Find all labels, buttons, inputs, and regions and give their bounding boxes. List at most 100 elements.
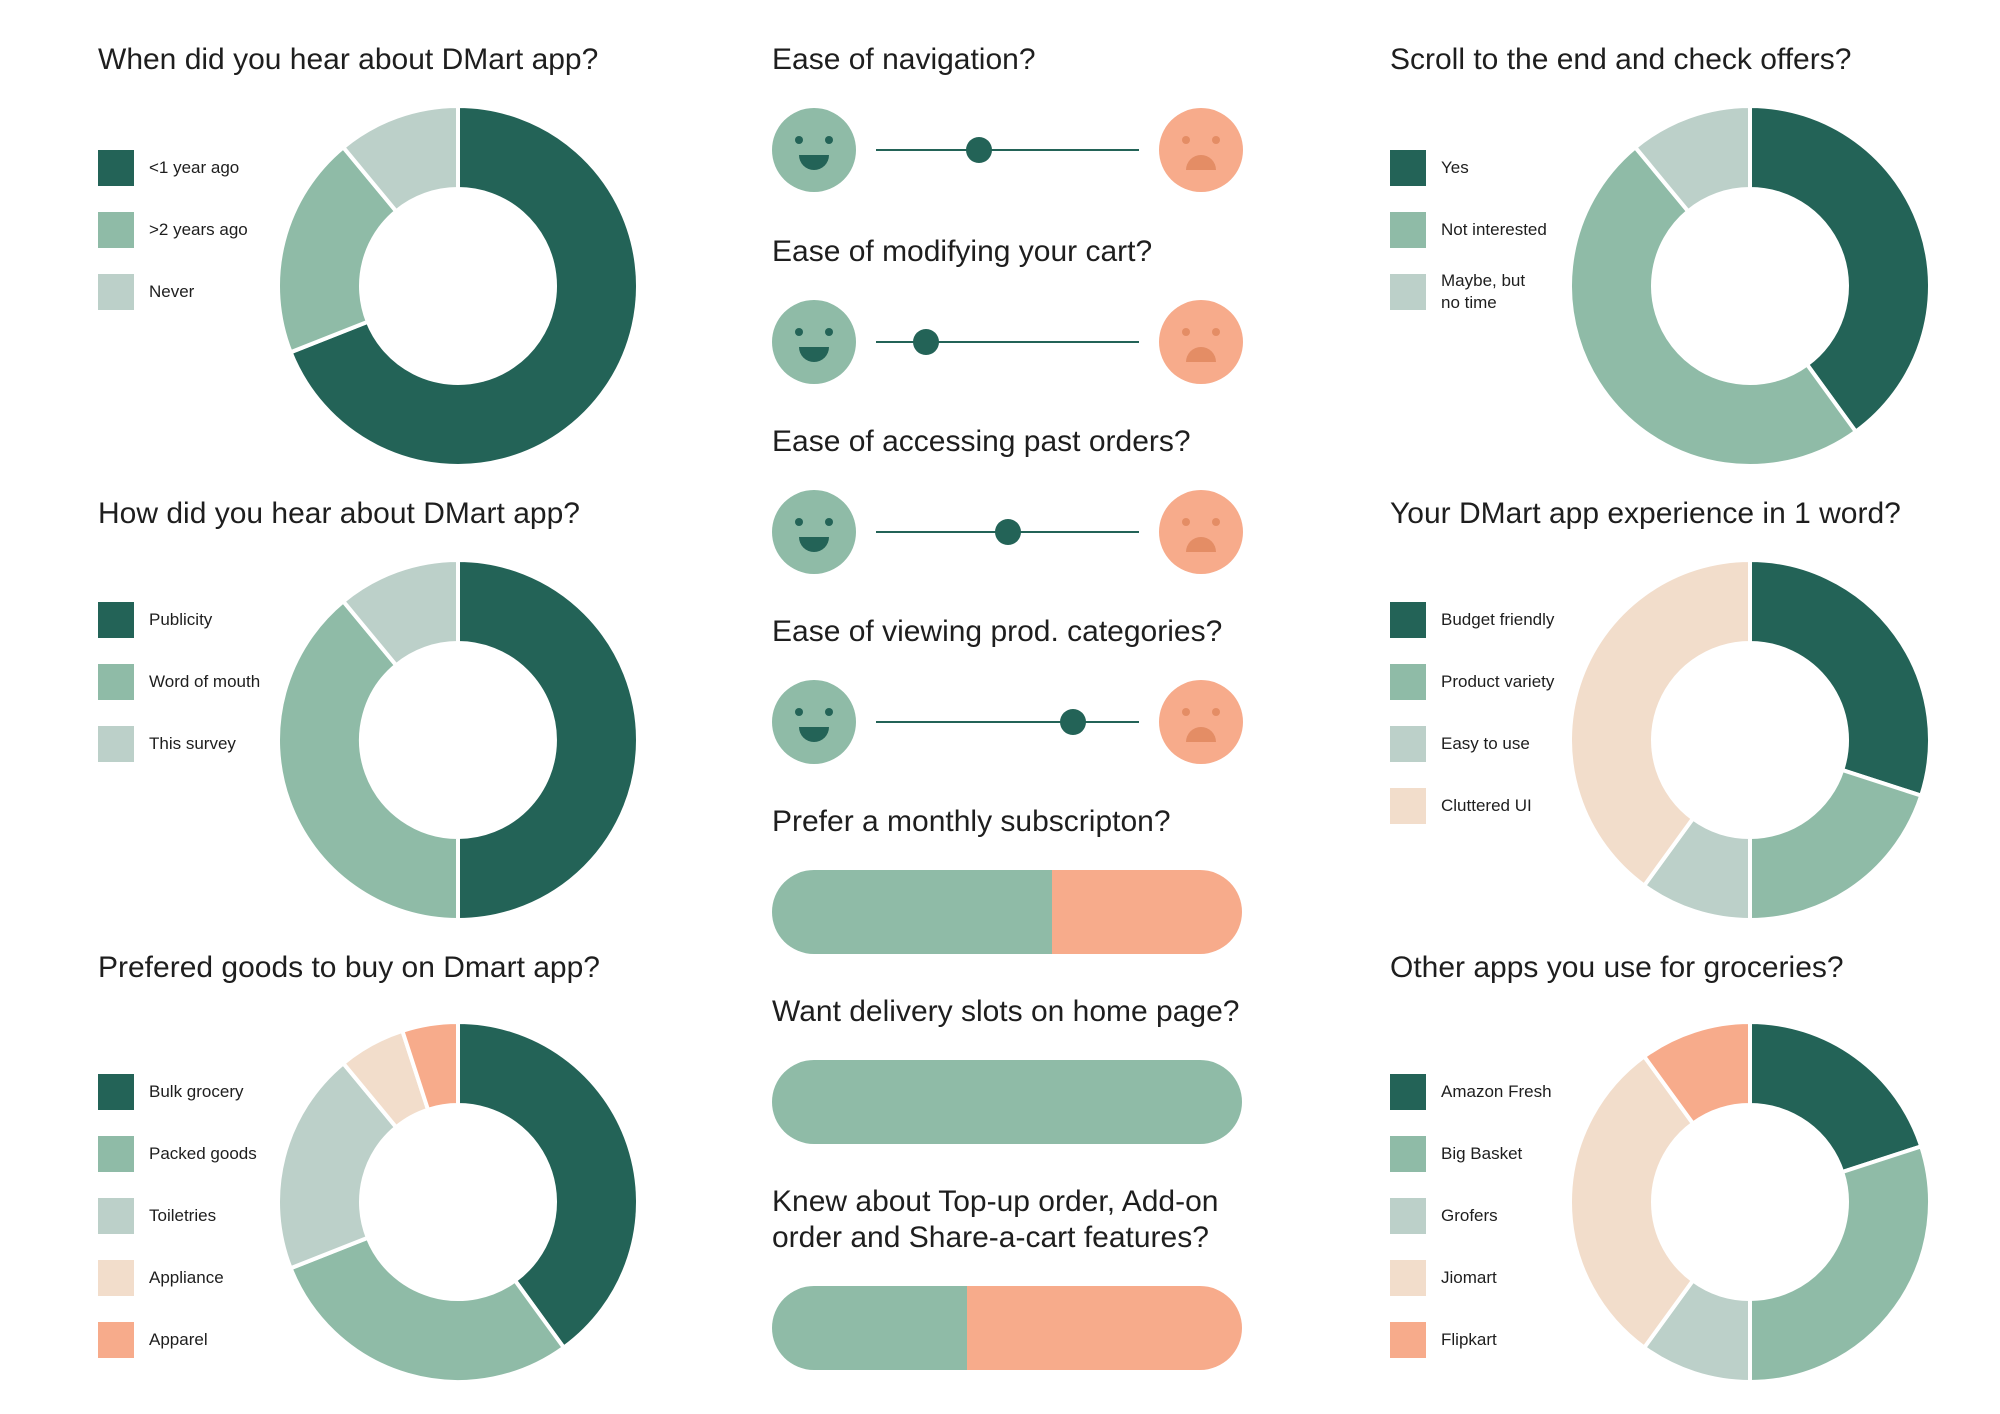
donut-slice [276,598,460,923]
donut-chart [276,557,640,923]
rating-cart: Ease of modifying your cart? [772,234,1252,394]
legend-swatch [1390,1322,1426,1358]
legend-label: Yes [1441,158,1469,177]
yes-no-bar [772,1060,1242,1144]
donut-slice [1748,557,1932,799]
legend-label: Big Basket [1441,1144,1523,1163]
donut-chart [276,103,640,468]
donut-chart [1568,103,1932,468]
legend-item: <1 year ago [98,150,338,186]
donut-chart [1568,1019,1932,1385]
happy-face-icon [772,300,856,384]
legend-label: Cluttered UI [1441,796,1532,815]
legend-swatch [98,1074,134,1110]
legend-label: <1 year ago [149,158,240,177]
legend-swatch [98,274,134,310]
legend-label: Product variety [1441,672,1555,691]
pill-features: Knew about Top-up order, Add-on order an… [772,1184,1252,1384]
no-segment [967,1286,1242,1370]
sad-face-icon [1159,490,1243,574]
donut-slice [1748,1019,1924,1175]
legend-swatch [98,1136,134,1172]
legend-item: Publicity [98,602,338,638]
legend-label: Budget friendly [1441,610,1555,629]
legend-label: Word of mouth [149,672,261,691]
chart-title: Your DMart app experience in 1 word? [1390,497,1901,530]
pill-title: Want delivery slots on home page? [772,995,1240,1028]
donut-slice [1641,1019,1752,1127]
legend-label: Grofers [1441,1206,1498,1225]
rating-slider [772,680,1243,764]
yes-segment [772,1286,968,1370]
legend-item: Apparel [98,1322,338,1358]
donut-slice [456,557,640,923]
pill-title: Prefer a monthly subscripton? [772,805,1171,838]
legend-item: Amazon Fresh [1390,1074,1630,1110]
legend-item: Easy to use [1390,726,1630,762]
legend-item: Jiomart [1390,1260,1630,1296]
pill-delivery-slots: Want delivery slots on home page? [772,994,1252,1154]
donut-slice [399,1019,460,1113]
yes-segment [772,870,1052,954]
legend-swatch [98,1198,134,1234]
legend-item: Bulk grocery [98,1074,338,1110]
legend-item: Flipkart [1390,1322,1630,1358]
rating-past-orders: Ease of accessing past orders? [772,424,1252,584]
legend-label: Jiomart [1441,1268,1497,1287]
happy-face-icon [772,108,856,192]
donut-slice [288,1235,567,1384]
no-segment [1051,870,1242,954]
donut-chart [276,1019,640,1384]
rating-title: Ease of modifying your cart? [772,235,1153,268]
donut-chart [1568,557,1932,923]
legend-item: Grofers [1390,1198,1630,1234]
legend-label: Easy to use [1441,734,1530,753]
slider-knob [1060,709,1087,735]
sad-face-icon [1159,108,1243,192]
legend-label: Bulk grocery [149,1082,244,1101]
legend-item: Appliance [98,1260,338,1296]
legend-swatch [98,150,134,186]
slider-knob [994,519,1021,545]
donut-slice [1632,103,1752,215]
panel-hear-how: How did you hear about DMart app? Public… [98,496,640,923]
rating-slider [772,490,1243,574]
rating-title: Ease of accessing past orders? [772,425,1191,458]
panel-offers: Scroll to the end and check offers? Yes … [1390,42,1950,468]
legend-swatch [1390,212,1426,248]
legend-swatch [1390,1260,1426,1296]
legend-swatch [98,212,134,248]
donut-slice [276,1060,399,1271]
legend-item: Never [98,274,338,310]
legend-item: Yes [1390,150,1630,186]
sad-face-icon [1159,300,1243,384]
donut-slice [1748,767,1924,923]
legend-label: Flipkart [1441,1330,1497,1349]
chart-title: Prefered goods to buy on Dmart app? [98,951,600,984]
legend-swatch [1390,788,1426,824]
rating-navigation: Ease of navigation? [772,42,1252,202]
donut-slice [456,1019,640,1351]
chart-title: How did you hear about DMart app? [98,497,580,530]
legend-item: Product variety [1390,664,1630,700]
legend-item: Cluttered UI [1390,788,1630,824]
panel-hear-when: When did you hear about DMart app? <1 ye… [98,42,640,468]
sad-face-icon [1159,680,1243,764]
slider-track [876,341,1139,343]
legend-item: Budget friendly [1390,602,1630,638]
rating-title: Ease of navigation? [772,43,1036,76]
donut-slice [1568,1053,1696,1351]
yes-no-bar [772,1286,1242,1370]
donut-slice [1748,103,1932,435]
legend-item: Not interested [1390,212,1630,248]
legend-label: Packed goods [149,1144,257,1163]
donut-slice [1748,1143,1932,1385]
slider-track [876,149,1139,151]
legend-label: Not interested [1441,220,1547,239]
legend-label: Publicity [149,610,213,629]
panel-goods: Prefered goods to buy on Dmart app? Bulk… [98,950,640,1384]
legend-swatch [98,1322,134,1358]
legend-swatch [98,1260,134,1296]
donut-slice [1568,144,1859,468]
donut-slice [1568,557,1752,889]
